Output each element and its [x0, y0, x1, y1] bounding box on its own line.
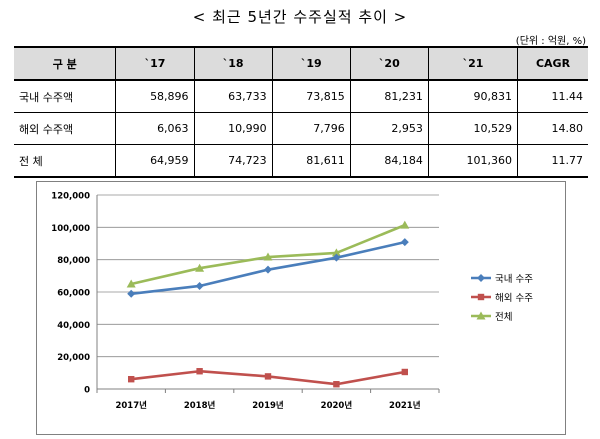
table-cell: 6,063 [115, 112, 195, 145]
data-point [127, 289, 136, 298]
data-point [195, 263, 205, 272]
table-cell: 7,796 [271, 112, 351, 145]
y-tick-label: 80,000 [57, 256, 90, 266]
y-tick-label: 100,000 [51, 224, 90, 234]
data-point [264, 265, 272, 274]
legend-marker [476, 311, 486, 320]
table-cell: 74,723 [193, 144, 273, 177]
header-2017: `17 [115, 47, 195, 80]
y-tick-label: 0 [84, 386, 90, 396]
line-chart: 0 20,000 40,000 60,000 80,000 100,000 120,000 2… [51, 192, 533, 412]
table-cell: 58,896 [115, 80, 195, 113]
y-tick-label: 20,000 [57, 353, 90, 363]
header-2018: `18 [193, 47, 273, 80]
table-cell: 10,529 [427, 112, 519, 145]
data-point [333, 381, 340, 388]
table-cell: 81,611 [271, 144, 351, 177]
header-2019: `19 [271, 47, 351, 80]
data-point [196, 368, 203, 375]
header-cagr: CAGR [517, 47, 588, 80]
legend-label: 해외 수주 [495, 292, 533, 304]
table-cell: 14.80 [517, 112, 588, 145]
y-tick-label: 60,000 [57, 289, 90, 299]
page-title: < 최근 5년간 수주실적 추이 > [192, 8, 408, 26]
table-cell: 101,360 [427, 144, 519, 177]
table-cell: 73,815 [271, 80, 351, 113]
x-tick-label: 2017년 [115, 400, 147, 411]
legend-label: 국내 수주 [495, 274, 533, 285]
data-point [126, 279, 136, 288]
data-point [195, 281, 204, 290]
y-tick-label: 40,000 [57, 321, 90, 331]
table-cell: 10,990 [193, 112, 273, 145]
table-cell: 2,953 [349, 112, 429, 145]
data-point [401, 368, 408, 376]
table-row: 국내 수주액 58,896 63,733 73,815 81,231 90,83… [14, 80, 588, 113]
data-point [128, 375, 135, 383]
table-cell: 64,959 [115, 144, 195, 177]
y-tick-label: 120,000 [51, 192, 90, 202]
legend-marker [477, 293, 485, 301]
x-tick-label: 2020년 [321, 400, 353, 411]
header-2020: `20 [349, 47, 429, 80]
row-label: 해외 수주액 [14, 112, 117, 145]
header-2021: `21 [427, 47, 519, 80]
x-tick-label: 2018년 [184, 400, 216, 411]
data-point [332, 253, 341, 262]
data-point [263, 252, 273, 261]
table-row: 전 체 64,959 74,723 81,611 84,184 101,360 … [14, 144, 588, 177]
table-cell: 11.77 [517, 144, 588, 177]
data-point [400, 238, 409, 247]
row-label: 국내 수주액 [14, 80, 117, 113]
legend-label: 전체 [495, 312, 512, 323]
data-point [400, 220, 410, 229]
table-cell: 90,831 [427, 80, 519, 113]
table-header-row: 구 분 `17 `18 `19 `20 `21 CAGR [14, 47, 588, 80]
table-cell: 84,184 [349, 144, 429, 177]
unit-note: (단위 : 억원, %) [515, 36, 586, 47]
header-category: 구 분 [14, 47, 117, 80]
table-cell: 81,231 [349, 80, 429, 113]
data-point [331, 248, 341, 257]
row-label: 전 체 [14, 144, 117, 177]
x-tick-label: 2019년 [252, 400, 284, 411]
data-point [264, 373, 272, 380]
table-cell: 63,733 [193, 80, 273, 113]
chart-frame: 0 20,000 40,000 60,000 80,000 100,000 120,000 2… [36, 181, 566, 435]
table-cell: 11.44 [517, 80, 588, 113]
order-table: 구 분 `17 `18 `19 `20 `21 CAGR 국내 수주액 58,8… [14, 46, 588, 178]
legend-marker [477, 274, 485, 282]
table-row: 해외 수주액 6,063 10,990 7,796 2,953 10,529 1… [14, 112, 588, 145]
x-tick-label: 2021년 [389, 400, 421, 411]
